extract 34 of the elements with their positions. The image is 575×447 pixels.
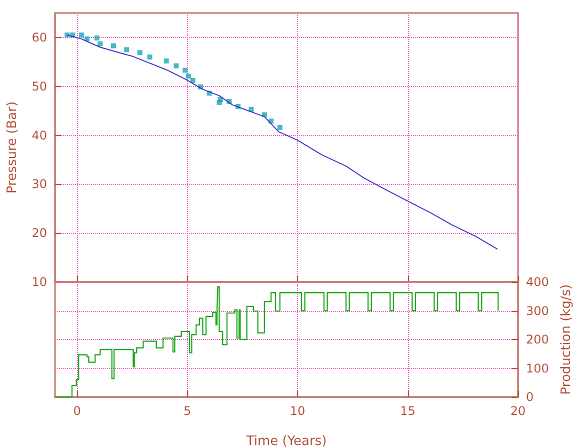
y2-tick-label: 200 xyxy=(526,332,549,346)
y-axis-title: Pressure (Bar) xyxy=(5,101,20,194)
y-tick-label: 20 xyxy=(32,226,47,240)
y-tick-label: 60 xyxy=(32,30,47,44)
y2-tick-label: 400 xyxy=(526,275,549,289)
y-tick-label: 40 xyxy=(32,128,47,142)
point xyxy=(137,50,142,56)
point xyxy=(218,97,223,102)
point xyxy=(124,47,130,52)
y2-axis-title: Production (kg/s) xyxy=(558,284,574,395)
x-tick-label: 10 xyxy=(290,404,306,418)
y2-tick-label: 100 xyxy=(526,361,549,376)
y-tick-label: 10 xyxy=(32,275,47,289)
y2-tick-label: 0 xyxy=(526,390,534,404)
point xyxy=(110,43,116,48)
point xyxy=(147,54,152,60)
x-tick-label: 0 xyxy=(73,404,81,418)
point xyxy=(186,74,191,79)
y-tick-label: 30 xyxy=(32,177,47,192)
point xyxy=(64,32,70,38)
point xyxy=(164,58,169,64)
x-tick-label: 20 xyxy=(510,404,526,418)
point xyxy=(174,63,179,68)
x-tick-label: 15 xyxy=(400,404,416,418)
y2-tick-label: 300 xyxy=(526,304,549,318)
point xyxy=(190,78,196,83)
x-axis-title: Time (Years) xyxy=(245,434,327,447)
point xyxy=(98,41,103,46)
point xyxy=(94,35,100,40)
x-tick-label: 5 xyxy=(183,404,192,418)
point xyxy=(78,32,84,38)
point xyxy=(277,124,282,130)
y-tick-label: 50 xyxy=(32,79,47,94)
point xyxy=(182,68,188,73)
